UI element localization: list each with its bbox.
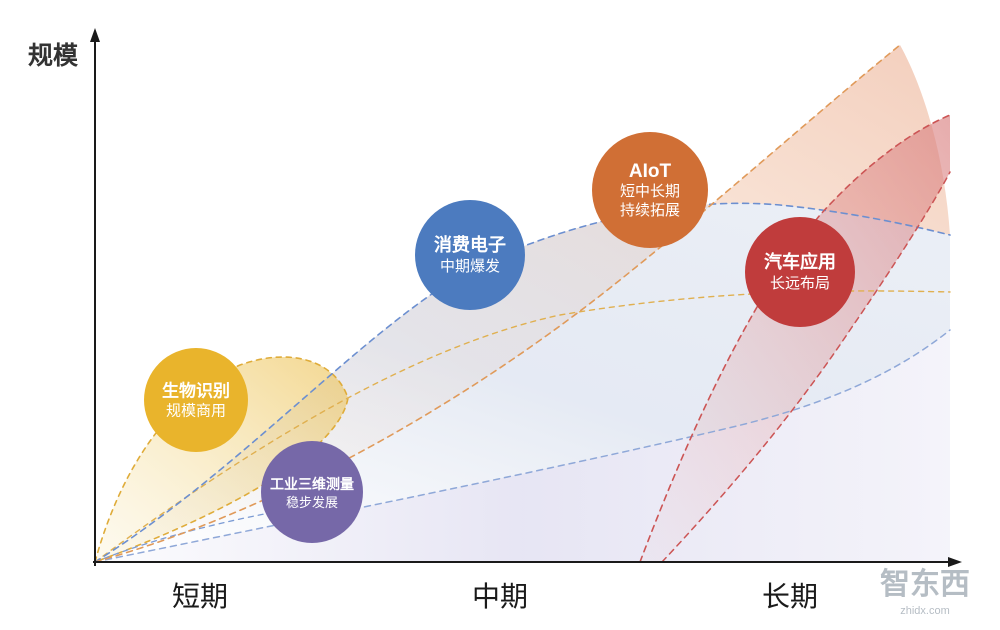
bubble-aiot-label: AIoT — [629, 161, 672, 182]
bubble-automotive-label: 汽车应用 — [764, 251, 836, 272]
watermark-logo-text: 智东西 — [880, 567, 970, 601]
x-tick-long-term: 长期 — [762, 581, 818, 612]
industrial-3d-top-curve — [94, 329, 951, 563]
bubble-industrial-3d-label: 稳步发展 — [286, 495, 338, 510]
aiot-curve — [94, 44, 901, 563]
watermark: 智东西 zhidx.com — [880, 567, 970, 617]
bubble-industrial-3d-circle — [261, 441, 363, 543]
y-axis-label: 规模 — [28, 41, 79, 70]
x-tick-short-term: 短期 — [172, 581, 228, 612]
bubble-aiot-label: 短中长期 — [620, 183, 680, 200]
bubble-biometric-label: 规模商用 — [166, 403, 226, 420]
x-axis-arrow-icon — [948, 557, 962, 567]
industrial-3d-area — [95, 330, 950, 562]
bubble-automotive-circle — [745, 217, 855, 327]
axes — [90, 28, 962, 567]
consumer-electronics-curve — [94, 202, 951, 563]
bubble-consumer-electronics-label: 中期爆发 — [440, 258, 500, 275]
bubble-consumer-electronics-label: 消费电子 — [434, 234, 506, 255]
biometric-curve — [94, 356, 349, 563]
watermark-url-text: zhidx.com — [900, 605, 950, 617]
bubble-biometric-label: 生物识别 — [162, 381, 230, 401]
biometric-area — [95, 357, 348, 562]
bubble-industrial-3d-label: 工业三维测量 — [270, 476, 354, 492]
y-axis-arrow-icon — [90, 28, 100, 42]
bubble-aiot-label: 持续拓展 — [620, 202, 680, 219]
bubble-biometric-circle — [144, 348, 248, 452]
bubble-consumer-electronics-circle — [415, 200, 525, 310]
bubble-automotive-label: 长远布局 — [770, 275, 830, 292]
x-tick-mid-term: 中期 — [472, 581, 528, 612]
bubble-aiot-circle — [592, 132, 708, 248]
automotive-lower-curve — [661, 171, 951, 563]
automotive-area — [640, 115, 950, 562]
